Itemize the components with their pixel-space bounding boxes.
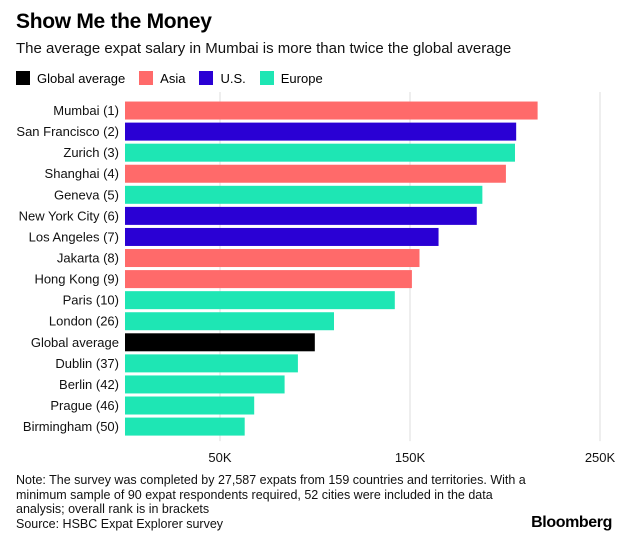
legend-label: Europe <box>280 70 323 86</box>
x-tick-label: 150K <box>395 450 426 464</box>
legend-label: U.S. <box>220 70 246 86</box>
category-label: Hong Kong (9) <box>34 272 119 287</box>
bar <box>125 291 395 310</box>
x-tick-label: 250K <box>585 450 616 464</box>
chart-title: Show Me the Money <box>16 10 212 33</box>
bar <box>125 249 420 268</box>
source-text: Source: HSBC Expat Explorer survey <box>16 516 224 531</box>
bar <box>125 312 334 331</box>
legend-label: Global average <box>37 70 126 86</box>
category-label: Jakarta (8) <box>57 251 119 266</box>
bar <box>125 375 285 394</box>
category-label: Shanghai (4) <box>45 166 119 181</box>
bar <box>125 396 255 415</box>
category-label: Geneva (5) <box>54 187 119 202</box>
bar <box>125 270 412 289</box>
category-label: Mumbai (1) <box>53 103 119 118</box>
x-tick-label: 50K <box>208 450 231 464</box>
note-text: Note: The survey was completed by 27,587… <box>16 473 526 517</box>
category-label: Paris (10) <box>63 293 119 308</box>
legend-swatch <box>16 71 30 85</box>
bar <box>125 143 515 162</box>
legend-label: Asia <box>160 70 186 86</box>
legend-item-europe: Europe <box>259 70 323 86</box>
legend-swatch <box>199 71 214 85</box>
bar-chart: 50K 150K 250K Mumbai (1) San Francisco (2) Zu… <box>16 92 616 464</box>
legend-swatch <box>139 71 154 85</box>
bloomberg-logo: Bloomberg <box>531 514 612 531</box>
bar <box>125 227 439 246</box>
bar <box>125 185 483 204</box>
legend-item-global-average: Global average <box>16 71 125 86</box>
bar <box>125 122 517 141</box>
legend-swatch <box>259 71 274 85</box>
legend-item-us: U.S. <box>199 70 246 86</box>
category-label: Berlin (42) <box>59 377 119 392</box>
category-label: New York City (6) <box>19 208 119 223</box>
category-label: Los Angeles (7) <box>29 229 119 244</box>
legend: Global average Asia U.S. Europe <box>16 69 337 87</box>
category-label: Global average <box>31 335 119 350</box>
legend-item-asia: Asia <box>139 71 185 86</box>
bar <box>125 417 245 436</box>
category-label: Prague (46) <box>50 398 119 413</box>
category-label: San Francisco (2) <box>16 124 119 139</box>
bar <box>125 101 538 120</box>
bar <box>125 354 298 373</box>
bar <box>125 164 506 183</box>
bar <box>125 206 477 225</box>
category-label: Birmingham (50) <box>23 419 119 434</box>
chart-note: Note: The survey was completed by 27,587… <box>16 473 536 531</box>
chart-subtitle: The average expat salary in Mumbai is mo… <box>16 40 512 57</box>
category-label: Dublin (37) <box>55 356 119 371</box>
bar <box>125 333 315 352</box>
category-label: Zurich (3) <box>63 145 119 160</box>
category-label: London (26) <box>49 314 119 329</box>
